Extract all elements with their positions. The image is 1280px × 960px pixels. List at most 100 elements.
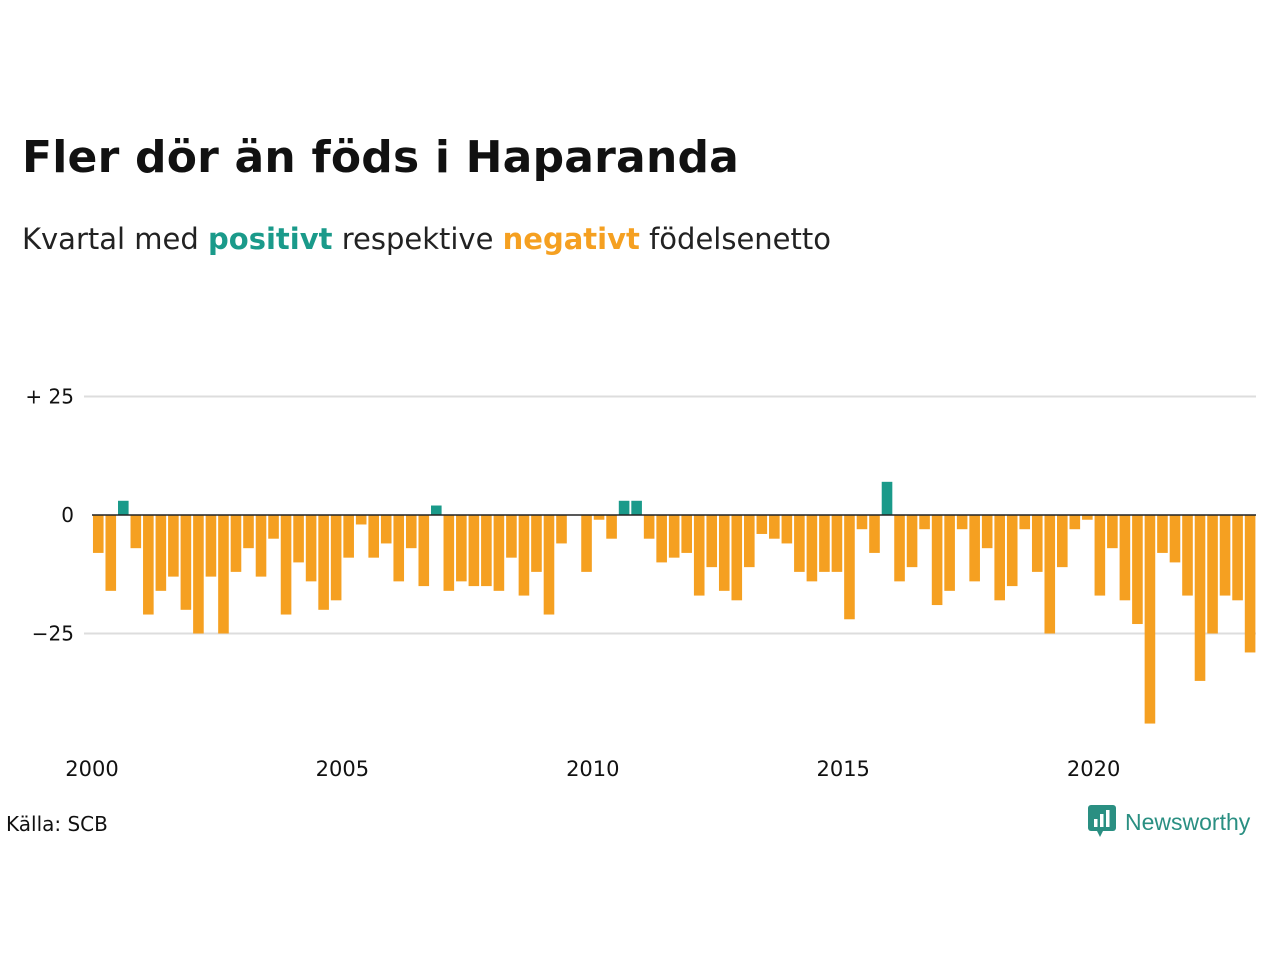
- bar: [1082, 515, 1093, 520]
- bar: [130, 515, 142, 549]
- bar: [869, 515, 880, 553]
- bar: [243, 515, 254, 549]
- bar: [806, 515, 818, 582]
- bar: [718, 515, 730, 591]
- bar: [994, 515, 1005, 601]
- bar: [593, 515, 605, 520]
- bar: [506, 515, 517, 558]
- bar-chart: + 25 0 −25 2000 2005 2010 2015 2020: [25, 385, 1256, 781]
- bar: [143, 515, 154, 615]
- bar: [118, 500, 129, 515]
- bar: [931, 515, 943, 606]
- bar: [1006, 515, 1018, 587]
- bar: [1232, 515, 1243, 601]
- bar: [1182, 515, 1193, 596]
- bar: [218, 515, 229, 634]
- y-tick-label: 0: [61, 503, 74, 527]
- bar: [155, 515, 167, 591]
- gridlines: [84, 395, 1256, 635]
- bar: [1144, 515, 1156, 724]
- y-tick-label: + 25: [25, 385, 74, 409]
- bar: [1194, 515, 1206, 681]
- bar: [1031, 515, 1043, 572]
- subtitle-negative-word: negativt: [502, 222, 640, 256]
- bar: [468, 515, 480, 587]
- bar: [643, 515, 655, 539]
- bar: [881, 481, 893, 515]
- bar: [318, 515, 329, 610]
- bar: [819, 515, 830, 572]
- bar: [1057, 515, 1068, 568]
- bar: [668, 515, 680, 558]
- bar: [255, 515, 267, 577]
- bar: [831, 515, 843, 572]
- subtitle-suffix: födelsenetto: [649, 222, 831, 256]
- bar: [230, 515, 242, 572]
- bar: [1044, 515, 1056, 634]
- bar: [969, 515, 980, 582]
- x-tick-label: 2015: [816, 757, 869, 781]
- bar: [531, 515, 542, 572]
- bar: [1119, 515, 1131, 601]
- bar: [380, 515, 392, 544]
- bar: [769, 515, 780, 539]
- bar: [894, 515, 905, 582]
- bar: [343, 515, 354, 558]
- bar: [1169, 515, 1181, 563]
- subtitle-positive-word: positivt: [208, 222, 333, 256]
- bar: [781, 515, 793, 544]
- bar: [493, 515, 505, 591]
- chart-title: Fler dör än föds i Haparanda: [22, 132, 740, 183]
- bar: [280, 515, 292, 615]
- bar: [731, 515, 743, 601]
- y-tick-label: −25: [32, 622, 74, 646]
- bar: [856, 515, 868, 530]
- bar: [330, 515, 342, 601]
- bar: [268, 515, 279, 539]
- x-tick-label: 2020: [1067, 757, 1120, 781]
- bar: [919, 515, 930, 530]
- bar: [456, 515, 467, 582]
- x-tick-labels: 2000 2005 2010 2015 2020: [65, 757, 1120, 781]
- x-tick-label: 2000: [65, 757, 118, 781]
- bar: [305, 515, 317, 582]
- subtitle-middle: respektive: [341, 222, 494, 256]
- bar: [543, 515, 555, 615]
- bar: [1132, 515, 1143, 625]
- bar: [706, 515, 718, 568]
- bar: [393, 515, 405, 582]
- x-tick-label: 2010: [566, 757, 619, 781]
- bar: [693, 515, 705, 596]
- bar: [681, 515, 692, 553]
- x-tick-label: 2005: [316, 757, 369, 781]
- bar: [1157, 515, 1168, 553]
- chart-subtitle: Kvartal med positivt respektive negativt…: [22, 222, 831, 256]
- bar: [518, 515, 530, 596]
- bar: [956, 515, 968, 530]
- bar: [92, 515, 104, 553]
- bar: [906, 515, 918, 568]
- bar: [193, 515, 204, 634]
- logo-text: Newsworthy: [1125, 808, 1251, 835]
- bar: [431, 505, 442, 515]
- bar: [1094, 515, 1106, 596]
- bar: [481, 515, 492, 587]
- subtitle-prefix: Kvartal med: [22, 222, 199, 256]
- bar: [656, 515, 667, 563]
- bar: [606, 515, 617, 539]
- bar: [618, 500, 630, 515]
- bar: [180, 515, 192, 610]
- bar: [293, 515, 304, 563]
- bar: [1019, 515, 1031, 530]
- bar: [1207, 515, 1218, 634]
- bar: [581, 515, 592, 572]
- bar: [556, 515, 567, 544]
- bar: [368, 515, 379, 558]
- bar: [1069, 515, 1081, 530]
- bar: [443, 515, 455, 591]
- bar: [981, 515, 993, 549]
- bar: [844, 515, 855, 620]
- bar: [794, 515, 805, 572]
- bar: [944, 515, 955, 591]
- bar: [418, 515, 430, 587]
